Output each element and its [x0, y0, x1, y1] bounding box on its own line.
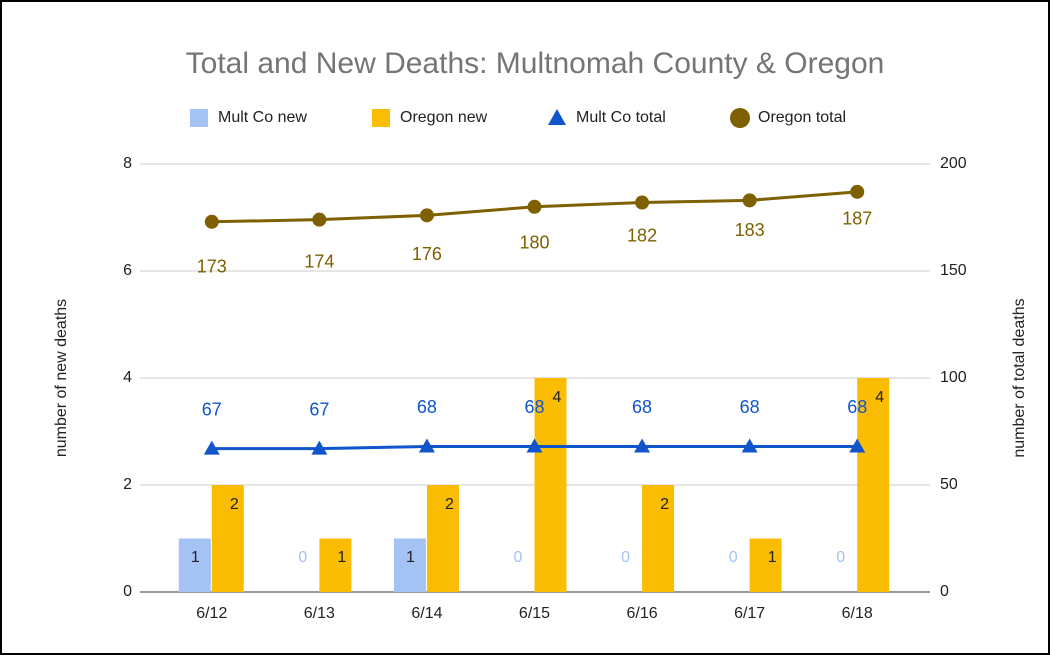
point	[634, 438, 651, 453]
legend-label: Oregon total	[758, 109, 846, 126]
line-value-label: 68	[847, 397, 867, 417]
bar	[534, 378, 567, 592]
bar	[178, 538, 211, 592]
point	[312, 212, 327, 227]
bar-value-label: 0	[298, 549, 307, 566]
legend-label: Oregon new	[400, 109, 488, 126]
line-value-label: 183	[735, 220, 765, 240]
bar	[211, 485, 244, 592]
bar	[393, 538, 426, 592]
line-value-label: 67	[202, 399, 222, 419]
point	[526, 438, 543, 453]
point	[635, 195, 650, 210]
line-value-label: 176	[412, 244, 442, 264]
legend-label: Mult Co total	[576, 109, 666, 126]
bar-value-label: 0	[836, 549, 845, 566]
line-value-label: 174	[304, 251, 334, 271]
bar-value-label: 4	[875, 389, 884, 406]
y2-tick-label: 200	[940, 155, 967, 172]
bar-value-label: 1	[191, 549, 200, 566]
point	[418, 438, 435, 453]
line-value-label: 68	[632, 397, 652, 417]
point	[741, 438, 758, 453]
y2-tick-label: 150	[940, 262, 967, 279]
legend-swatch	[190, 109, 208, 127]
x-tick-label: 6/12	[196, 605, 227, 622]
line-value-label: 187	[842, 209, 872, 229]
point	[311, 440, 328, 455]
line-value-label: 68	[524, 397, 544, 417]
y2-tick-label: 0	[940, 583, 949, 600]
line-value-label: 68	[740, 397, 760, 417]
point	[203, 440, 220, 455]
y2-tick-label: 50	[940, 476, 958, 493]
bar-value-label: 0	[729, 549, 738, 566]
bar	[857, 378, 890, 592]
line-value-label: 173	[197, 257, 227, 277]
legend-label: Mult Co new	[218, 109, 307, 126]
chart-title: Total and New Deaths: Multnomah County &…	[186, 47, 885, 80]
x-tick-label: 6/15	[519, 605, 550, 622]
bar	[642, 485, 675, 592]
legend-swatch	[372, 109, 390, 127]
y-tick-label: 6	[123, 262, 132, 279]
bar-value-label: 2	[660, 496, 669, 513]
x-tick-label: 6/17	[734, 605, 765, 622]
point	[527, 199, 542, 214]
bar-value-label: 2	[230, 496, 239, 513]
bar-value-label: 1	[337, 549, 346, 566]
line-value-label: 180	[519, 233, 549, 253]
x-tick-label: 6/14	[411, 605, 442, 622]
bar-value-label: 1	[768, 549, 777, 566]
y2-tick-label: 100	[940, 369, 967, 386]
y-axis-label: number of new deaths	[53, 299, 70, 457]
bar-value-label: 1	[406, 549, 415, 566]
y-tick-label: 8	[123, 155, 132, 172]
legend-swatch	[548, 109, 566, 125]
bar-value-label: 2	[445, 496, 454, 513]
point	[419, 208, 434, 223]
bar	[426, 485, 459, 592]
line-value-label: 182	[627, 225, 657, 245]
bar-value-label: 0	[621, 549, 630, 566]
bar-value-label: 0	[514, 549, 523, 566]
y-tick-label: 2	[123, 476, 132, 493]
point	[204, 214, 219, 229]
point	[850, 184, 865, 199]
bar	[319, 538, 352, 592]
point	[742, 193, 757, 208]
line-value-label: 68	[417, 397, 437, 417]
x-tick-label: 6/16	[627, 605, 658, 622]
line-value-label: 67	[309, 399, 329, 419]
point	[849, 438, 866, 453]
bar	[749, 538, 782, 592]
y-tick-label: 4	[123, 369, 132, 386]
y2-axis-label: number of total deaths	[1011, 298, 1028, 457]
x-tick-label: 6/18	[842, 605, 873, 622]
bar-value-label: 4	[553, 389, 562, 406]
y-tick-label: 0	[123, 583, 132, 600]
legend-swatch	[730, 108, 750, 128]
x-tick-label: 6/13	[304, 605, 335, 622]
